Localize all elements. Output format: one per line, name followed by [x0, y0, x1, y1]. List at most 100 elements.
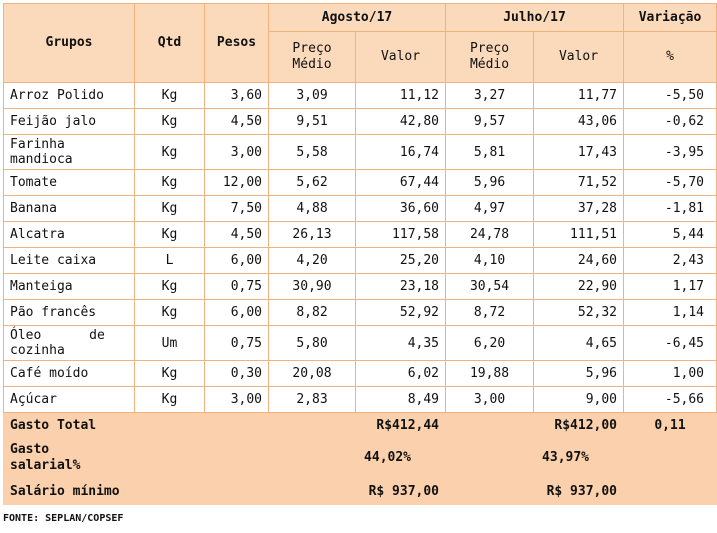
- table-row: Alcatra Kg 4,50 26,13 117,58 24,78 111,51 5,44: [3, 221, 717, 248]
- cell-grupo: Leite caixa: [3, 247, 135, 274]
- cell-jul-valor: 111,51: [533, 221, 625, 248]
- gasto-total-label: Gasto Total: [3, 412, 269, 439]
- cell-jul-valor: 5,96: [533, 360, 625, 387]
- cell-pesos: 0,75: [204, 273, 269, 300]
- header-jul-preco-medio: Preço Médio: [445, 31, 535, 83]
- cell-ago-valor: 8,49: [354, 386, 447, 413]
- cell-qtd: L: [134, 247, 205, 274]
- cell-jul-preco: 9,57: [445, 108, 535, 135]
- cell-pesos: 0,75: [204, 325, 269, 361]
- cell-variacao: 1,00: [623, 360, 717, 387]
- header-qtd: Qtd: [134, 3, 205, 83]
- cell-variacao: -5,66: [623, 386, 717, 413]
- cell-variacao: -3,95: [623, 134, 717, 170]
- cell-jul-preco: 6,20: [445, 325, 535, 361]
- header-pesos: Pesos: [204, 3, 269, 83]
- cell-ago-valor: 6,02: [354, 360, 447, 387]
- cell-jul-valor: 22,90: [533, 273, 625, 300]
- cell-jul-preco: 19,88: [445, 360, 535, 387]
- cell-jul-valor: 71,52: [533, 169, 625, 196]
- cell-jul-valor: 37,28: [533, 195, 625, 222]
- cell-jul-preco: 5,81: [445, 134, 535, 170]
- gasto-salarial-label: Gasto salarial%: [3, 438, 269, 478]
- source-note: FONTE: SEPLAN/COPSEF: [3, 513, 124, 524]
- cell-qtd: Kg: [134, 134, 205, 170]
- table-row: Tomate Kg 12,00 5,62 67,44 5,96 71,52 -5,70: [3, 169, 717, 196]
- cell-qtd: Um: [134, 325, 205, 361]
- cell-jul-preco: 4,10: [445, 247, 535, 274]
- salario-jul: R$ 937,00: [445, 477, 625, 505]
- cell-ago-valor: 52,92: [354, 299, 447, 326]
- cell-qtd: Kg: [134, 360, 205, 387]
- cell-jul-preco: 5,96: [445, 169, 535, 196]
- gasto-salarial-jul: 43,97%: [445, 438, 625, 478]
- cell-variacao: -5,70: [623, 169, 717, 196]
- gasto-total-var: 0,11: [623, 412, 717, 439]
- table-row: Pão francês Kg 6,00 8,82 52,92 8,72 52,32 1,14: [3, 299, 717, 326]
- cell-pesos: 3,60: [204, 82, 269, 109]
- cell-ago-preco: 3,09: [268, 82, 356, 109]
- header-julho: Julho/17: [445, 3, 625, 32]
- cell-grupo: Manteiga: [3, 273, 135, 300]
- table-row: Café moído Kg 0,30 20,08 6,02 19,88 5,96 1,00: [3, 360, 717, 387]
- cell-ago-preco: 30,90: [268, 273, 356, 300]
- table-row: Feijão jalo Kg 4,50 9,51 42,80 9,57 43,06 -0,62: [3, 108, 717, 135]
- cell-grupo: Café moído: [3, 360, 135, 387]
- cell-jul-preco: 4,97: [445, 195, 535, 222]
- salarial-row: Gasto salarial% 44,02% 43,97%: [3, 438, 717, 478]
- cell-jul-valor: 9,00: [533, 386, 625, 413]
- cell-ago-valor: 16,74: [354, 134, 447, 170]
- table-row: Açúcar Kg 3,00 2,83 8,49 3,00 9,00 -5,66: [3, 386, 717, 413]
- cell-variacao: -5,50: [623, 82, 717, 109]
- gasto-salarial-var: [623, 438, 717, 478]
- cell-pesos: 4,50: [204, 221, 269, 248]
- cell-jul-preco: 3,00: [445, 386, 535, 413]
- cell-variacao: 1,14: [623, 299, 717, 326]
- header-row-2: Preço Médio Valor Preço Médio Valor %: [4, 31, 717, 83]
- header-jul-valor: Valor: [533, 31, 625, 83]
- cell-jul-preco: 8,72: [445, 299, 535, 326]
- salario-ago: R$ 937,00: [267, 477, 447, 505]
- cell-variacao: -0,62: [623, 108, 717, 135]
- table-row: Manteiga Kg 0,75 30,90 23,18 30,54 22,90 1,17: [3, 273, 717, 300]
- header-percent: %: [623, 31, 717, 83]
- cell-pesos: 12,00: [204, 169, 269, 196]
- cell-ago-valor: 36,60: [354, 195, 447, 222]
- cell-jul-valor: 4,65: [533, 325, 625, 361]
- cell-qtd: Kg: [134, 221, 205, 248]
- gasto-salarial-ago: 44,02%: [267, 438, 447, 478]
- table-row: Farinha mandioca Kg 3,00 5,58 16,74 5,81 17,43…: [3, 134, 717, 170]
- cell-ago-preco: 8,82: [268, 299, 356, 326]
- cell-jul-preco: 24,78: [445, 221, 535, 248]
- table-row: Leite caixa L 6,00 4,20 25,20 4,10 24,60 2,43: [3, 247, 717, 274]
- cell-grupo: Feijão jalo: [3, 108, 135, 135]
- salario-row: Salário mínimo R$ 937,00 R$ 937,00: [3, 477, 717, 505]
- cell-qtd: Kg: [134, 299, 205, 326]
- cell-ago-preco: 4,88: [268, 195, 356, 222]
- cell-ago-preco: 5,58: [268, 134, 356, 170]
- cell-pesos: 4,50: [204, 108, 269, 135]
- cell-ago-valor: 23,18: [354, 273, 447, 300]
- cell-ago-preco: 4,20: [268, 247, 356, 274]
- table-row: Arroz Polido Kg 3,60 3,09 11,12 3,27 11,77 -5,5…: [3, 82, 717, 109]
- cell-ago-preco: 2,83: [268, 386, 356, 413]
- header-grupos: Grupos: [3, 3, 135, 83]
- header-ago-valor: Valor: [354, 31, 447, 83]
- cell-grupo: Açúcar: [3, 386, 135, 413]
- cell-pesos: 0,30: [204, 360, 269, 387]
- cell-pesos: 3,00: [204, 386, 269, 413]
- cell-variacao: 1,17: [623, 273, 717, 300]
- cell-qtd: Kg: [134, 82, 205, 109]
- cell-variacao: -6,45: [623, 325, 717, 361]
- header-row-1: Grupos Qtd Pesos Agosto/17 Julho/17 Vari…: [3, 3, 717, 83]
- gasto-total-ago: R$412,44: [267, 412, 447, 439]
- cell-pesos: 3,00: [204, 134, 269, 170]
- cell-grupo: Farinha mandioca: [3, 134, 135, 170]
- cell-ago-valor: 25,20: [354, 247, 447, 274]
- cell-variacao: 2,43: [623, 247, 717, 274]
- cell-grupo: Pão francês: [3, 299, 135, 326]
- table-body: Arroz Polido Kg 3,60 3,09 11,12 3,27 11,77 -5,5…: [3, 82, 717, 413]
- cell-variacao: 5,44: [623, 221, 717, 248]
- cell-jul-preco: 3,27: [445, 82, 535, 109]
- cell-jul-valor: 24,60: [533, 247, 625, 274]
